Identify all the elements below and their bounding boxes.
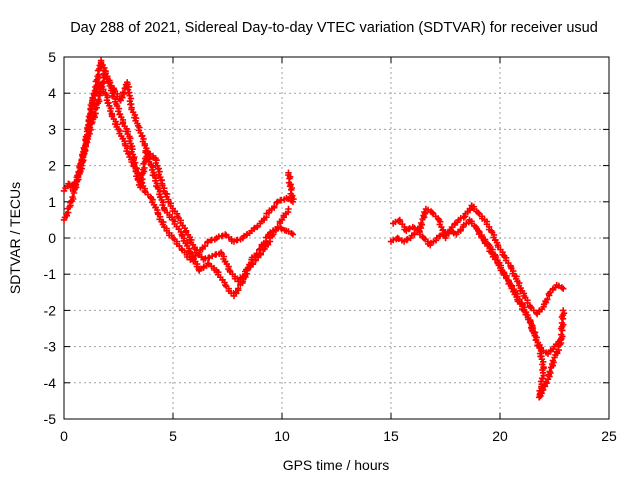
data-point-track-d bbox=[544, 296, 551, 303]
data-point-track-c bbox=[201, 242, 209, 250]
data-point-track-b bbox=[95, 71, 103, 78]
y-tick-label: 0 bbox=[48, 230, 56, 246]
data-point-track-a bbox=[157, 177, 165, 184]
data-point-track-a bbox=[95, 96, 102, 103]
data-point-track-f bbox=[546, 368, 553, 375]
x-tick-label: 25 bbox=[601, 428, 617, 444]
y-tick-label: 5 bbox=[48, 49, 56, 65]
data-point-track-d bbox=[560, 285, 567, 292]
y-tick-label: -3 bbox=[44, 339, 57, 355]
data-point-track-f bbox=[558, 331, 565, 338]
data-point-track-d bbox=[417, 219, 425, 227]
x-tick-label: 20 bbox=[492, 428, 508, 444]
data-point-track-c bbox=[86, 121, 93, 128]
data-point-track-b bbox=[127, 101, 134, 108]
data-point-track-c bbox=[273, 199, 280, 206]
data-point-track-c bbox=[92, 89, 99, 96]
data-point-track-c bbox=[81, 146, 88, 153]
axis-ticks: -5 -4 -3 -2 -1 0 1 2 3 4 5 0 5 10 15 20 25 bbox=[44, 49, 617, 444]
y-tick-label: 3 bbox=[48, 121, 56, 137]
data-point-track-b bbox=[253, 250, 260, 257]
data-point-track-c bbox=[222, 231, 229, 238]
x-tick-label: 10 bbox=[274, 428, 290, 444]
data-point-track-b bbox=[234, 285, 242, 292]
data-point-track-c bbox=[88, 109, 95, 116]
data-point-track-f bbox=[560, 307, 567, 314]
data-point-track-d bbox=[475, 209, 482, 216]
y-tick-label: 2 bbox=[48, 158, 56, 174]
data-point-track-f bbox=[539, 386, 547, 394]
data-point-track-c bbox=[75, 168, 82, 176]
data-point-track-f bbox=[480, 237, 488, 244]
y-tick-label: -5 bbox=[44, 411, 57, 427]
y-tick-label: 4 bbox=[48, 85, 56, 101]
y-tick-label: -4 bbox=[44, 375, 57, 391]
data-point-track-a bbox=[69, 193, 76, 201]
data-point-track-e bbox=[437, 232, 444, 239]
data-point-track-b bbox=[222, 281, 229, 289]
data-point-track-d bbox=[558, 284, 566, 291]
y-axis-title: SDTVAR / TECUs bbox=[7, 182, 23, 294]
y-tick-label: -1 bbox=[44, 266, 57, 282]
data-point-track-e bbox=[404, 236, 411, 243]
data-point-track-b bbox=[289, 231, 297, 238]
gridlines bbox=[64, 57, 609, 419]
data-point-track-d bbox=[460, 214, 467, 221]
data-point-track-b bbox=[256, 246, 263, 253]
data-point-track-f bbox=[499, 269, 507, 277]
data-point-track-c bbox=[204, 238, 212, 245]
x-axis-title: GPS time / hours bbox=[283, 457, 390, 473]
data-point-track-b bbox=[277, 224, 284, 231]
data-marks bbox=[60, 57, 568, 401]
y-tick-label: -2 bbox=[44, 302, 57, 318]
x-tick-label: 0 bbox=[60, 428, 68, 444]
data-point-track-f bbox=[558, 319, 566, 327]
data-point-track-d bbox=[429, 209, 436, 216]
data-point-track-c bbox=[271, 203, 278, 210]
data-point-track-a bbox=[285, 205, 292, 213]
data-point-track-c bbox=[78, 157, 85, 164]
x-tick-label: 15 bbox=[383, 428, 399, 444]
x-tick-label: 5 bbox=[169, 428, 177, 444]
data-point-track-c bbox=[84, 132, 92, 139]
data-point-track-c bbox=[285, 169, 292, 176]
y-tick-label: 1 bbox=[48, 194, 56, 210]
data-point-track-b bbox=[288, 230, 295, 237]
data-point-track-a bbox=[141, 164, 148, 172]
chart-title: Day 288 of 2021, Sidereal Day-to-day VTE… bbox=[70, 20, 598, 36]
